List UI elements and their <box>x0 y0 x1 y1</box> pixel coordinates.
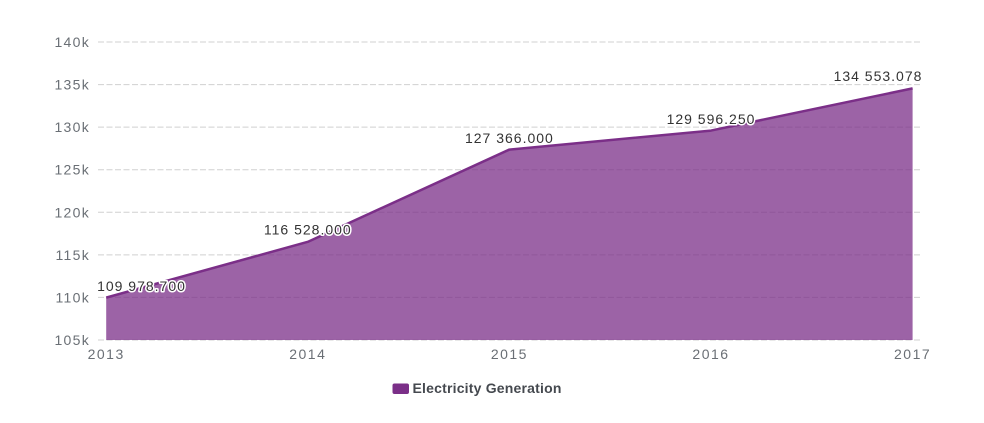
svg-text:134 553.078: 134 553.078 <box>834 68 923 84</box>
svg-text:2014: 2014 <box>289 346 326 362</box>
svg-text:120k: 120k <box>54 204 90 220</box>
svg-text:2015: 2015 <box>491 346 528 362</box>
svg-text:135k: 135k <box>54 77 90 93</box>
svg-text:127 366.000: 127 366.000 <box>465 130 554 146</box>
svg-text:105k: 105k <box>54 332 90 348</box>
svg-text:130k: 130k <box>54 119 90 135</box>
svg-text:116 528.000: 116 528.000 <box>264 222 352 238</box>
svg-text:140k: 140k <box>54 34 90 50</box>
svg-text:2013: 2013 <box>88 346 125 362</box>
svg-text:109 978.700: 109 978.700 <box>97 278 186 294</box>
svg-text:129 596.250: 129 596.250 <box>667 111 756 127</box>
svg-text:110k: 110k <box>55 289 90 305</box>
svg-text:115k: 115k <box>55 247 90 263</box>
svg-text:125k: 125k <box>54 162 90 178</box>
svg-text:Electricity Generation: Electricity Generation <box>413 380 562 396</box>
svg-text:2016: 2016 <box>692 346 729 362</box>
svg-text:2017: 2017 <box>894 346 931 362</box>
